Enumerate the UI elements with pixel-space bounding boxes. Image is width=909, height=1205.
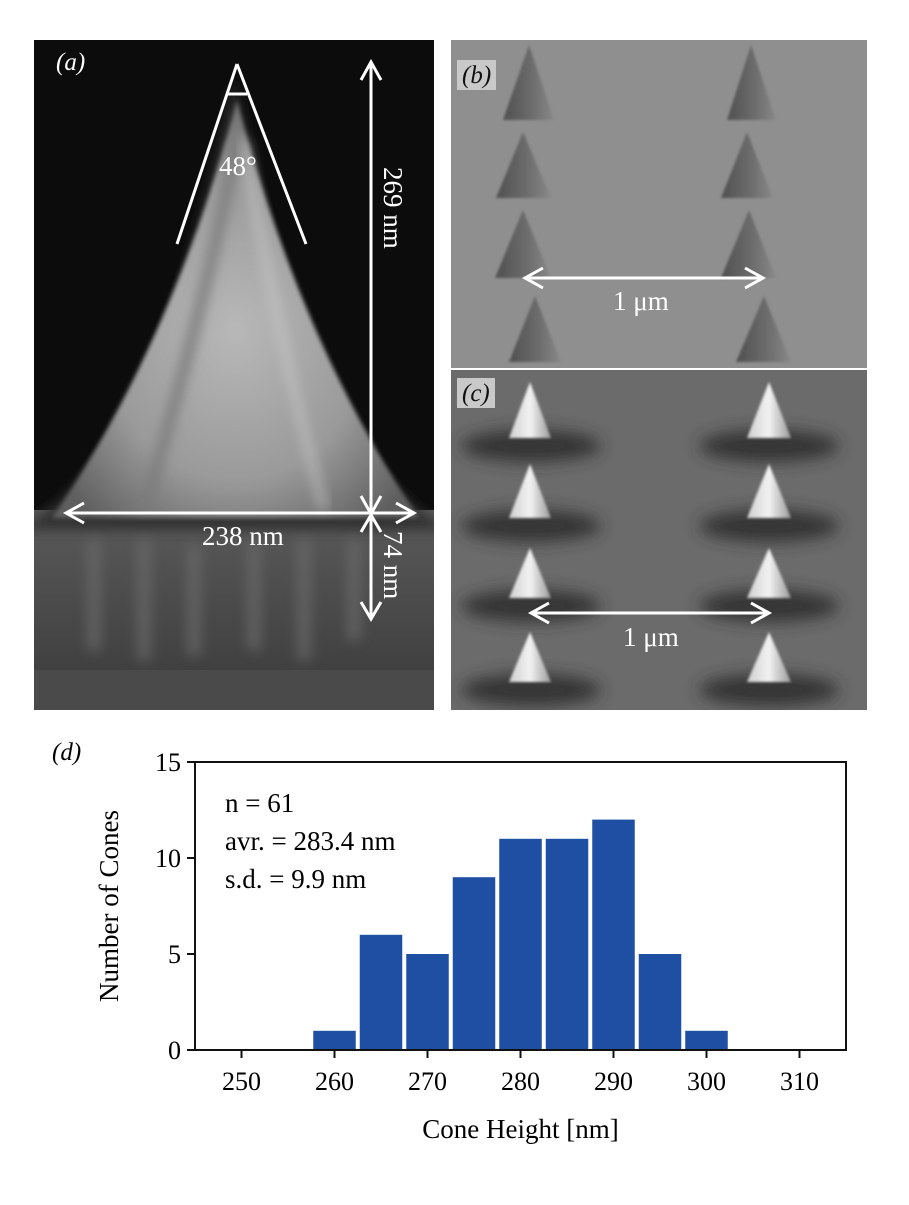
histogram-bar	[359, 934, 403, 1050]
histogram-bar	[592, 819, 635, 1050]
x-tick-label: 280	[501, 1067, 540, 1096]
histogram-bar	[685, 1030, 728, 1050]
y-tick-label: 0	[168, 1036, 181, 1065]
apex-angle-label: 48°	[219, 151, 257, 181]
panel-label-d: (d)	[52, 739, 81, 766]
stats-annotation-line: s.d. = 9.9 nm	[225, 864, 366, 894]
sem-image-b	[451, 40, 867, 368]
panel-label-b: (b)	[457, 60, 497, 90]
x-tick-label: 260	[315, 1067, 354, 1096]
x-tick-label: 270	[408, 1067, 447, 1096]
y-tick-label: 15	[155, 748, 181, 777]
sem-panel-b: (b) 1 μm	[451, 40, 867, 368]
x-tick-label: 300	[687, 1067, 726, 1096]
y-tick-label: 5	[168, 940, 181, 969]
histogram-bar	[638, 954, 682, 1050]
x-axis-label: Cone Height [nm]	[422, 1114, 618, 1144]
x-tick-label: 250	[222, 1067, 261, 1096]
sem-image-c	[451, 370, 867, 710]
base-width-label: 238 nm	[202, 521, 284, 551]
histogram-bar	[313, 1030, 356, 1050]
stats-annotation: n = 61 avr. = 283.4 nm s.d. = 9.9 nm	[225, 788, 395, 894]
panel-label-a: (a)	[56, 49, 86, 76]
histogram-bars	[313, 819, 728, 1050]
x-axis-ticks: 250 260 270 280 290 300 310	[222, 1050, 819, 1096]
stats-annotation-line: avr. = 283.4 nm	[225, 826, 395, 856]
histogram-panel-d: (d) 250 260 270 280 290 300 310 0 5 10 15 Cone He…	[0, 730, 909, 1200]
histogram-bar	[406, 954, 449, 1050]
histogram-bar	[499, 838, 542, 1050]
stats-annotation-line: n = 61	[225, 788, 294, 818]
y-tick-label: 10	[155, 844, 181, 873]
scale-bar-label-c: 1 μm	[623, 622, 679, 652]
y-axis-label: Number of Cones	[94, 810, 124, 1002]
cone-height-label: 269 nm	[378, 167, 408, 249]
sem-panel-a: (a) 48° 269 nm 238 nm 74 nm	[34, 40, 434, 710]
scale-bar-label-b: 1 μm	[613, 286, 669, 316]
pedestal-height-label: 74 nm	[378, 531, 408, 600]
panel-label-c: (c)	[457, 378, 495, 408]
sem-image-a	[34, 40, 434, 710]
sem-panel-c: (c) 1 μm	[451, 370, 867, 710]
x-tick-label: 290	[594, 1067, 633, 1096]
histogram-bar	[545, 838, 589, 1050]
cone-height-histogram: (d) 250 260 270 280 290 300 310 0 5 10 15 Cone He…	[52, 739, 847, 1144]
y-axis-ticks: 0 5 10 15	[155, 748, 195, 1065]
x-tick-label: 310	[780, 1067, 819, 1096]
histogram-bar	[452, 877, 496, 1050]
